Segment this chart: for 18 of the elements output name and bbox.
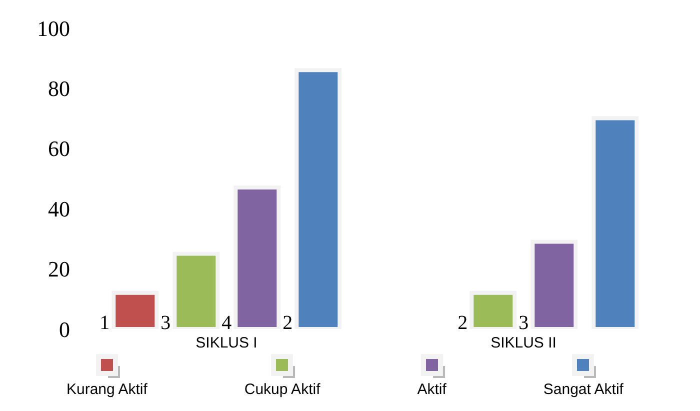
legend-label: Aktif [417,381,446,398]
y-tick-label: 80 [48,76,70,102]
legend-label: Sangat Aktif [543,381,624,398]
y-tick-label: 20 [48,256,70,282]
x-tick-label: SIKLUS I [196,334,258,352]
annotation: 2 [282,312,293,334]
y-tick-label: 0 [59,316,70,342]
annotation: 3 [518,312,529,334]
legend-label: Kurang Aktif [66,381,148,398]
annotation: 3 [160,312,171,334]
annotation: 1 [100,312,110,334]
legend-label: Cukup Aktif [244,381,320,398]
y-tick-label: 60 [48,136,70,162]
y-tick-label: 40 [48,196,70,222]
x-tick-label: SIKLUS II [490,334,556,352]
annotation: 2 [458,312,468,334]
y-tick-label: 100 [37,16,70,41]
annotation: 4 [222,312,232,334]
